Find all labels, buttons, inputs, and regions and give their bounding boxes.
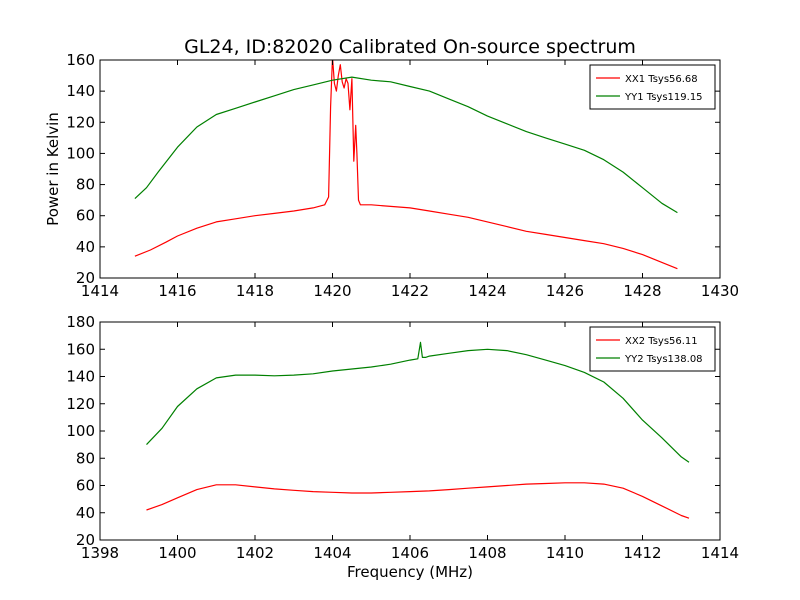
y-tick-label: 40 xyxy=(76,504,95,522)
x-tick-label: 1418 xyxy=(236,282,274,300)
y-tick-label: 60 xyxy=(76,207,95,225)
x-tick-label: 1422 xyxy=(391,282,429,300)
x-tick-label: 1400 xyxy=(158,544,196,562)
x-tick-label: 1428 xyxy=(623,282,661,300)
y-tick-label: 120 xyxy=(66,395,95,413)
series-line-1 xyxy=(134,60,678,270)
y-tick-label: 140 xyxy=(66,82,95,100)
legend: XX2 Tsys56.11 YY2 Tsys138.08 xyxy=(589,326,716,372)
x-tick-label: 1404 xyxy=(313,544,351,562)
legend-label: XX1 Tsys56.68 xyxy=(625,74,698,85)
x-tick-label: 1398 xyxy=(81,544,119,562)
series-line-2 xyxy=(146,341,690,463)
x-tick-label: 1416 xyxy=(158,282,196,300)
y-tick-label: 160 xyxy=(66,340,95,358)
y-tick-label: 80 xyxy=(76,176,95,194)
y-tick-label: 100 xyxy=(66,144,95,162)
legend-box xyxy=(589,64,716,110)
series-lines xyxy=(146,341,690,519)
y-tick-label: 160 xyxy=(66,51,95,69)
x-tick-label: 1414 xyxy=(81,282,119,300)
x-tick-label: 1426 xyxy=(546,282,584,300)
series-lines xyxy=(134,60,678,270)
legend-box xyxy=(589,326,716,372)
legend: XX1 Tsys56.68 YY1 Tsys119.15 xyxy=(589,64,716,110)
legend-label: XX2 Tsys56.11 xyxy=(625,336,698,347)
x-tick-label: 1420 xyxy=(313,282,351,300)
x-tick-label: 1408 xyxy=(468,544,506,562)
top-subplot: 1414 1416 1418 1420 1422 1424 1426 1428 1430 20 40… xyxy=(66,51,739,300)
y-tick-label: 60 xyxy=(76,477,95,495)
y-tick-label: 20 xyxy=(76,531,95,549)
x-tick-label: 1406 xyxy=(391,544,429,562)
series-line-2 xyxy=(134,76,678,214)
y-tick-label: 20 xyxy=(76,269,95,287)
y-tick-label: 100 xyxy=(66,422,95,440)
legend-label: YY2 Tsys138.08 xyxy=(624,354,703,365)
series-line-1 xyxy=(146,482,690,519)
x-tick-label: 1430 xyxy=(701,282,739,300)
y-tick-label: 140 xyxy=(66,368,95,386)
bottom-subplot: 1398 1400 1402 1404 1406 1408 1410 1412 1414 20 40… xyxy=(66,313,739,562)
figure-title: GL24, ID:82020 Calibrated On-source spec… xyxy=(184,36,636,58)
y-axis-label: Power in Kelvin xyxy=(44,112,62,226)
y-tick-label: 120 xyxy=(66,113,95,131)
x-tick-label: 1424 xyxy=(468,282,506,300)
x-axis-label: Frequency (MHz) xyxy=(347,563,473,581)
y-tick-label: 80 xyxy=(76,449,95,467)
y-tick-label: 180 xyxy=(66,313,95,331)
y-tick-label: 40 xyxy=(76,238,95,256)
legend-label: YY1 Tsys119.15 xyxy=(624,92,703,103)
x-tick-label: 1402 xyxy=(236,544,274,562)
x-tick-label: 1410 xyxy=(546,544,584,562)
x-tick-label: 1414 xyxy=(701,544,739,562)
x-tick-label: 1412 xyxy=(623,544,661,562)
